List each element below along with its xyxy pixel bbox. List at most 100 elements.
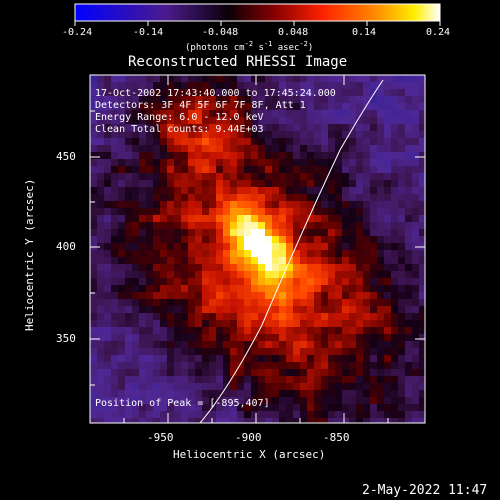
image-pixel <box>132 341 140 349</box>
image-pixel <box>174 236 182 244</box>
image-pixel <box>97 145 105 153</box>
image-pixel <box>160 75 168 83</box>
image-pixel <box>90 103 98 111</box>
image-pixel <box>146 187 154 195</box>
image-pixel <box>258 320 266 328</box>
image-pixel <box>125 250 133 258</box>
image-pixel <box>405 89 413 97</box>
image-pixel <box>132 271 140 279</box>
image-pixel <box>202 411 210 419</box>
image-pixel <box>195 264 203 272</box>
image-pixel <box>398 103 406 111</box>
image-pixel <box>132 117 140 125</box>
image-pixel <box>244 299 252 307</box>
image-pixel <box>104 278 112 286</box>
image-pixel <box>174 390 182 398</box>
image-pixel <box>237 362 245 370</box>
image-pixel <box>244 131 252 139</box>
image-pixel <box>328 341 336 349</box>
image-pixel <box>132 131 140 139</box>
image-pixel <box>174 299 182 307</box>
image-pixel <box>412 355 420 363</box>
image-pixel <box>363 348 371 356</box>
image-pixel <box>230 236 238 244</box>
image-pixel <box>307 131 315 139</box>
image-pixel <box>244 411 252 419</box>
image-pixel <box>391 110 399 118</box>
image-pixel <box>370 271 378 279</box>
image-pixel <box>125 369 133 377</box>
image-pixel <box>356 180 364 188</box>
image-pixel <box>118 110 126 118</box>
image-pixel <box>146 82 154 90</box>
image-pixel <box>188 348 196 356</box>
image-pixel <box>272 278 280 286</box>
image-pixel <box>160 313 168 321</box>
image-pixel <box>230 299 238 307</box>
image-pixel <box>258 313 266 321</box>
image-pixel <box>412 341 420 349</box>
image-pixel <box>153 173 161 181</box>
image-pixel <box>167 341 175 349</box>
image-pixel <box>363 145 371 153</box>
image-pixel <box>272 222 280 230</box>
image-pixel <box>139 250 147 258</box>
solar-limb-contour <box>199 79 384 423</box>
image-pixel <box>258 285 266 293</box>
image-pixel <box>335 138 343 146</box>
detectors-annotation: Detectors: 3F 4F 5F 6F 7F 8F, Att 1 <box>95 100 306 111</box>
image-pixel <box>342 355 350 363</box>
image-pixel <box>286 250 294 258</box>
image-pixel <box>314 411 322 419</box>
image-pixel <box>412 159 420 167</box>
image-pixel <box>118 75 126 83</box>
image-pixel <box>160 159 168 167</box>
image-pixel <box>244 250 252 258</box>
image-pixel <box>167 236 175 244</box>
image-pixel <box>391 411 399 419</box>
image-pixel <box>419 313 425 321</box>
image-pixel <box>132 362 140 370</box>
image-pixel <box>314 82 322 90</box>
image-pixel <box>167 418 175 423</box>
image-pixel <box>230 285 238 293</box>
image-pixel <box>377 299 385 307</box>
image-pixel <box>391 362 399 370</box>
image-pixel <box>202 362 210 370</box>
image-pixel <box>265 208 273 216</box>
image-pixel <box>405 257 413 265</box>
image-pixel <box>153 411 161 419</box>
image-pixel <box>202 89 210 97</box>
image-pixel <box>349 264 357 272</box>
image-pixel <box>153 299 161 307</box>
image-pixel <box>328 285 336 293</box>
image-pixel <box>328 376 336 384</box>
image-pixel <box>321 348 329 356</box>
image-pixel <box>398 166 406 174</box>
image-pixel <box>370 299 378 307</box>
image-pixel <box>195 180 203 188</box>
image-pixel <box>363 299 371 307</box>
image-pixel <box>377 285 385 293</box>
image-pixel <box>139 236 147 244</box>
image-pixel <box>279 369 287 377</box>
image-pixel <box>384 187 392 195</box>
image-pixel <box>216 152 224 160</box>
image-pixel <box>265 215 273 223</box>
image-pixel <box>335 306 343 314</box>
image-pixel <box>188 75 196 83</box>
image-pixel <box>335 369 343 377</box>
image-pixel <box>412 327 420 335</box>
image-pixel <box>356 152 364 160</box>
image-pixel <box>391 159 399 167</box>
image-pixel <box>139 383 147 391</box>
image-pixel <box>153 362 161 370</box>
image-pixel <box>125 75 133 83</box>
image-pixel <box>223 376 231 384</box>
image-pixel <box>251 103 259 111</box>
image-pixel <box>377 306 385 314</box>
image-pixel <box>181 418 189 423</box>
image-pixel <box>90 271 98 279</box>
image-pixel <box>118 376 126 384</box>
image-pixel <box>293 341 301 349</box>
